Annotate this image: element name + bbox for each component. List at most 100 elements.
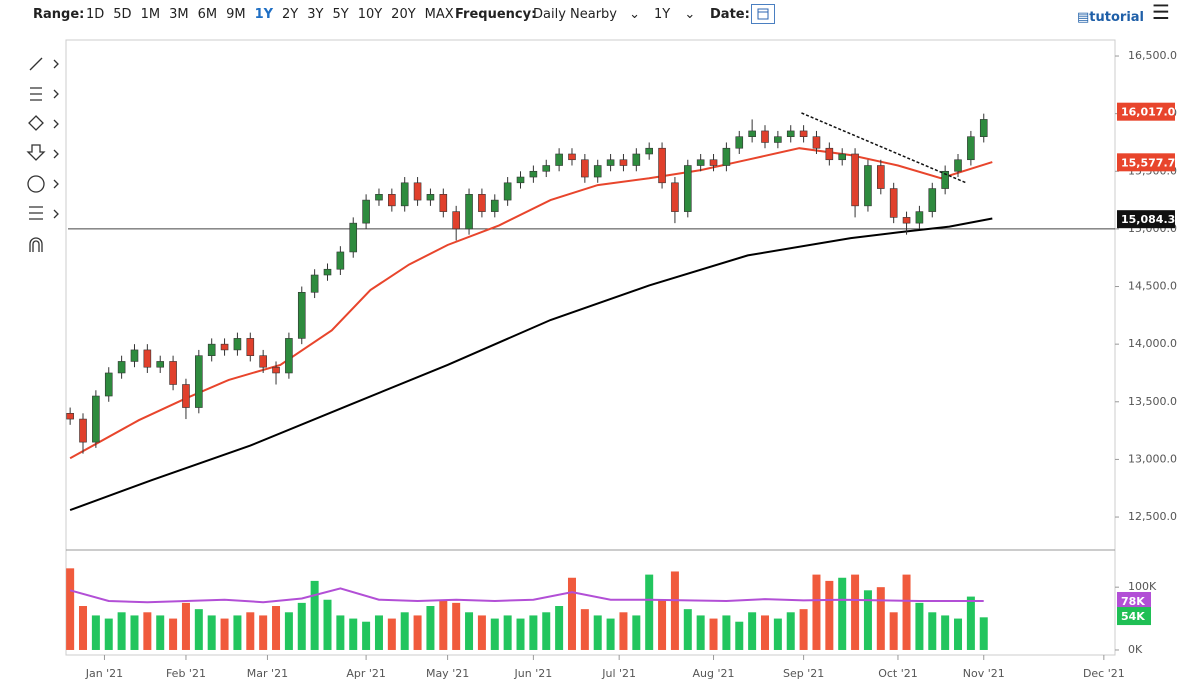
tutorial-link[interactable]: ▤tutorial [1077, 10, 1145, 25]
volume-bar [876, 587, 885, 650]
candle-body [285, 338, 293, 374]
range-button[interactable]: 1Y [254, 7, 274, 22]
candle-body [928, 188, 937, 212]
candle-body [310, 274, 319, 293]
range-button[interactable]: 3Y [307, 7, 324, 22]
x-tick-label: Jul '21 [601, 667, 636, 680]
range-button[interactable]: 5D [113, 7, 132, 22]
candle-body [851, 153, 859, 207]
volume-bar [181, 602, 190, 650]
volume-bar [79, 606, 88, 650]
volume-bar [722, 615, 731, 650]
volume-bar [863, 590, 872, 650]
candle-body [748, 130, 756, 137]
volume-bar [683, 609, 692, 650]
candle-body [761, 130, 769, 143]
candle-body [696, 159, 705, 166]
value-tag [1117, 607, 1151, 626]
volume-bar [117, 612, 126, 650]
value-tag [1117, 153, 1175, 172]
candle-body [323, 268, 332, 276]
candle-body [735, 136, 744, 149]
volume-bar [246, 612, 255, 650]
range-label: Range: [33, 7, 85, 22]
candle-body [979, 119, 988, 137]
volume-bar [606, 618, 615, 650]
volume-bar [259, 615, 268, 650]
candle-body [130, 349, 139, 362]
candle-body [632, 153, 641, 166]
volume-bar [542, 612, 551, 650]
period-select[interactable]: 1Y ⌄ [654, 7, 696, 22]
volume-bar [645, 574, 654, 650]
x-tick-label: Jan '21 [85, 667, 123, 680]
volume-bar [838, 577, 847, 650]
candle-body [413, 182, 422, 201]
volume-bar [632, 615, 641, 650]
x-tick-label: May '21 [426, 667, 469, 680]
volume-bar [207, 615, 216, 650]
candle-body [658, 147, 666, 184]
range-button[interactable]: 2Y [282, 7, 299, 22]
candle-body [362, 199, 370, 224]
volume-bar [490, 618, 499, 650]
volume-bar [143, 612, 152, 650]
value-tag-label: 54K [1121, 610, 1145, 623]
drawing-tools [26, 57, 59, 252]
volume-bar [889, 612, 898, 650]
volume-bar [709, 618, 718, 650]
volume-bar [220, 618, 229, 650]
candle-body [568, 153, 576, 161]
candle-body [825, 147, 834, 161]
candle-body [400, 182, 409, 207]
range-button[interactable]: 20Y [391, 7, 416, 22]
range-button[interactable]: 5Y [332, 7, 349, 22]
y-tick-label: 100K [1128, 580, 1157, 593]
candle-body [465, 194, 473, 230]
range-button[interactable]: 9M [226, 7, 246, 22]
candle-body [954, 159, 962, 172]
range-button[interactable]: 3M [169, 7, 189, 22]
range-button[interactable]: 1M [140, 7, 161, 22]
candle-body [812, 136, 821, 149]
volume-bar [529, 615, 538, 650]
volume-bar [194, 609, 203, 650]
candle-body [722, 147, 731, 166]
range-button[interactable]: MAX [424, 7, 454, 22]
volume-bar [658, 599, 667, 650]
volume-bar [941, 615, 950, 650]
menu-button[interactable]: ☰ [1152, 0, 1170, 24]
volume-bar [593, 615, 602, 650]
volume-bar [284, 612, 293, 650]
x-tick-label: Aug '21 [693, 667, 735, 680]
y-tick-label: 13,000.0 [1128, 452, 1177, 465]
y-tick-label: 13,500.0 [1128, 395, 1177, 408]
candle-body [671, 182, 679, 212]
candle-body [941, 170, 949, 189]
candle-body [490, 199, 499, 212]
volume-bar [748, 612, 757, 650]
calendar-button[interactable] [751, 4, 775, 24]
candle-body [117, 361, 126, 374]
volume-bar [799, 609, 808, 650]
candle-body [143, 349, 152, 368]
candle-body [66, 413, 74, 420]
volume-bar [954, 618, 963, 650]
candle-body [233, 338, 242, 351]
volume-bar [374, 615, 383, 650]
date-label: Date: [710, 7, 750, 22]
candle-body [182, 384, 190, 408]
volume-bar [555, 606, 564, 650]
range-button[interactable]: 1D [86, 7, 105, 22]
range-button[interactable]: 10Y [357, 7, 383, 22]
candle-body [593, 165, 602, 178]
candle-body [259, 355, 267, 368]
candle-body [774, 136, 782, 143]
volume-bar [233, 615, 242, 650]
frequency-select[interactable]: Daily Nearby ⌄ [533, 7, 641, 22]
candle-body [516, 176, 525, 184]
moving-average [69, 217, 993, 512]
x-tick-label: Jun '21 [514, 667, 553, 680]
range-button[interactable]: 6M [197, 7, 218, 22]
volume-bar [928, 612, 937, 650]
